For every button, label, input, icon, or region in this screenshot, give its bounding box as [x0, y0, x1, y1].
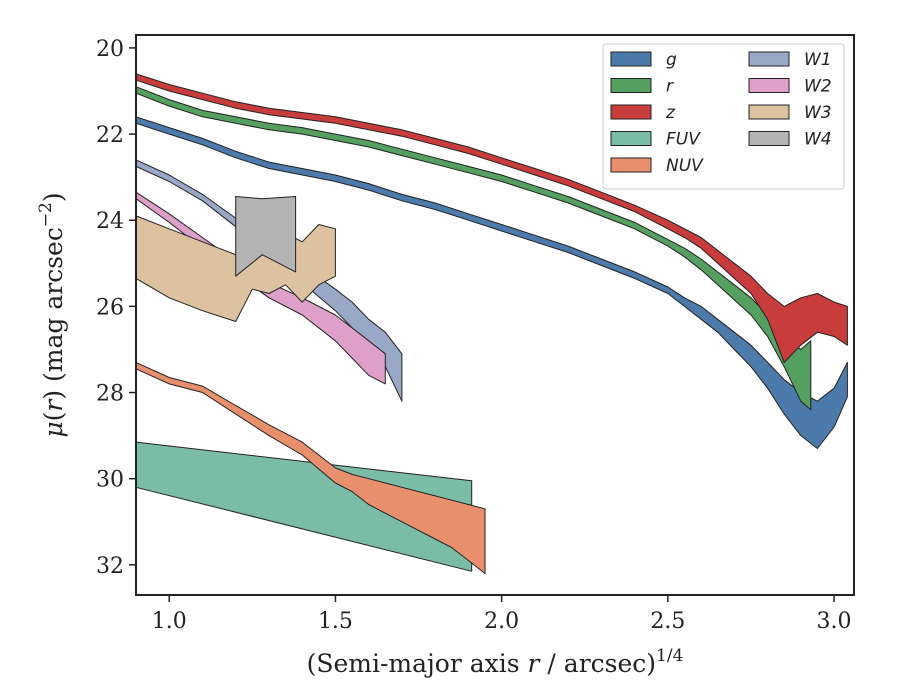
legend-label-g: g	[666, 50, 677, 70]
x-tick-label: 1.5	[318, 609, 353, 634]
y-ticks: 20 22 24 26 28 30 32	[96, 37, 136, 579]
legend: grz FUV NUV W1 W2 W3 W4	[602, 43, 845, 190]
legend-swatch-nuv	[610, 157, 652, 173]
band-nuv	[135, 361, 486, 574]
legend-label-w4: W4	[804, 130, 832, 150]
y-tick-label: 22	[96, 123, 124, 148]
band-z	[135, 73, 848, 363]
legend-swatch-r	[610, 78, 652, 93]
y-tick-label: 32	[96, 554, 124, 579]
plot-frame	[135, 34, 855, 596]
legend-label-r: r	[666, 77, 674, 97]
x-tick-label: 2.0	[484, 609, 519, 634]
band-g	[135, 116, 848, 449]
x-tick-label: 3.0	[817, 609, 852, 634]
x-tick-label: 1.0	[152, 609, 187, 634]
bands	[135, 73, 848, 574]
legend-label-fuv: FUV	[666, 130, 701, 150]
x-ticks: 1.0 1.5 2.0 2.5 3.0	[152, 595, 852, 634]
legend-swatch-z	[610, 104, 652, 120]
x-tick-label: 2.5	[650, 609, 685, 634]
y-tick-label: 28	[96, 382, 124, 407]
legend-swatch-w1	[748, 51, 790, 67]
band-w4	[235, 196, 297, 277]
legend-label-nuv: NUV	[666, 156, 704, 176]
legend-label-w1: W1	[804, 50, 832, 70]
y-tick-label: 30	[96, 468, 124, 493]
legend-swatch-w3	[748, 104, 790, 120]
y-tick-label: 26	[96, 295, 124, 320]
legend-swatch-w4	[748, 131, 790, 146]
legend-label-z: z	[665, 103, 676, 123]
y-tick-label: 24	[96, 209, 124, 234]
legend-label-w2: W2	[804, 77, 832, 97]
x-axis-title: (Semi-major axis r / arcsec)1/4	[307, 646, 684, 678]
legend-swatch-w2	[748, 78, 790, 93]
y-tick-label: 20	[96, 37, 124, 62]
legend-swatch-fuv	[610, 131, 652, 146]
legend-label-w3: W3	[804, 103, 832, 123]
band-r	[135, 86, 812, 411]
y-axis-title: μ(r) (mag arcsec−2)	[36, 192, 68, 437]
legend-swatch-g	[610, 51, 652, 67]
